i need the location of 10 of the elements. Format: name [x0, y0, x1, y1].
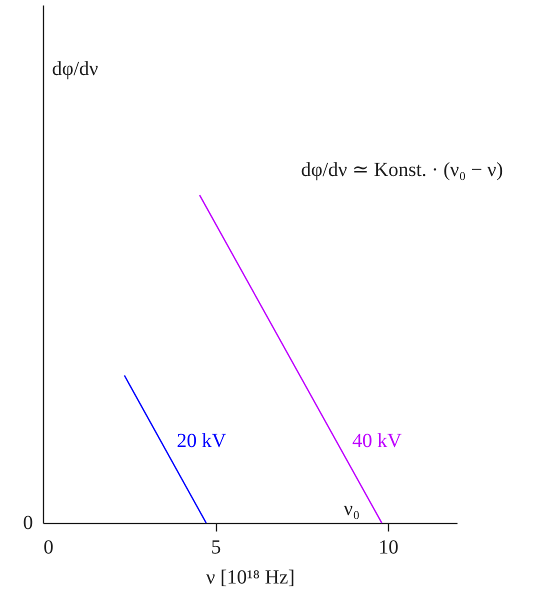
x-axis-title: ν [10¹⁸ Hz]	[206, 566, 295, 588]
text: 0	[23, 512, 33, 534]
series-label: 40 kV	[352, 430, 402, 452]
x-tick-label: 10	[378, 536, 398, 558]
x-tick-label: 5	[211, 536, 221, 558]
text: dφ/dν ≃ Konst. · (ν₀ − ν)	[300, 159, 504, 181]
series-label: 20 kV	[176, 430, 227, 452]
annotation: ν₀	[344, 498, 360, 520]
text: dφ/dν	[52, 58, 98, 80]
x-tick-label: 0	[44, 536, 54, 558]
